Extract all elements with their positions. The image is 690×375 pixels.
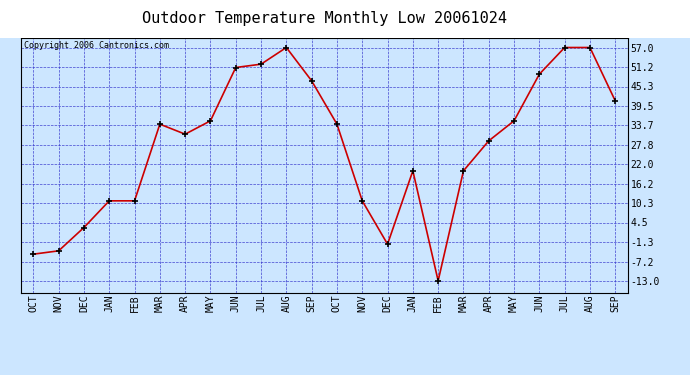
Text: Outdoor Temperature Monthly Low 20061024: Outdoor Temperature Monthly Low 20061024	[142, 11, 506, 26]
Text: Copyright 2006 Cantronics.com: Copyright 2006 Cantronics.com	[23, 41, 169, 50]
